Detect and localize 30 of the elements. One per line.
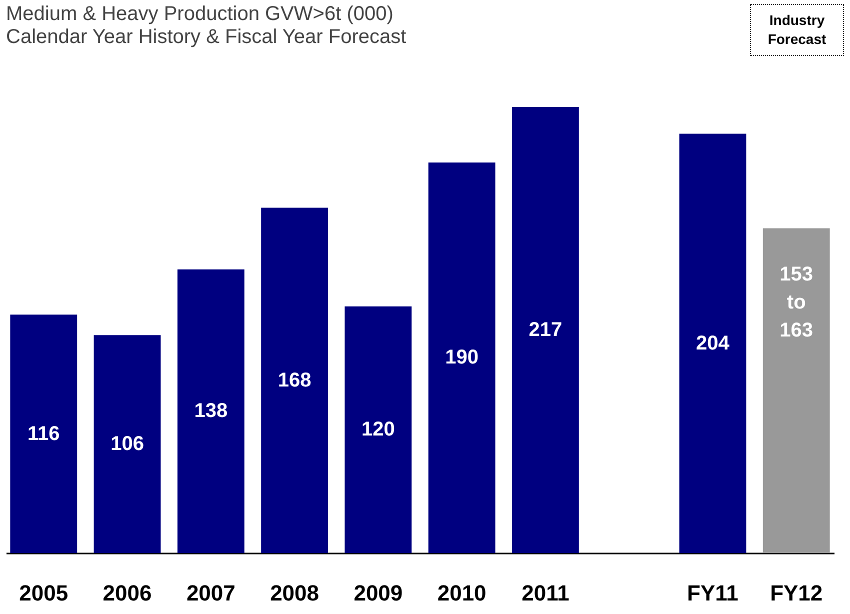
x-tick-label: 2009	[354, 580, 403, 606]
bar	[261, 208, 328, 553]
data-label: 168	[278, 369, 312, 392]
data-label: 190	[445, 346, 479, 369]
x-tick-label: FY12	[770, 580, 823, 606]
bar	[344, 306, 412, 553]
chart-title: Medium & Heavy Production GVW>6t (000)	[6, 3, 394, 25]
data-label: 204	[696, 332, 730, 354]
bar	[762, 228, 830, 553]
chart-subtitle: Calendar Year History & Fiscal Year Forecast	[6, 26, 407, 48]
data-label: 138	[194, 400, 228, 422]
data-label: 120	[361, 418, 395, 441]
x-tick-label: FY11	[687, 580, 738, 606]
bar	[679, 134, 746, 553]
data-label: 106	[110, 433, 144, 456]
bar	[177, 269, 244, 553]
bar	[94, 335, 161, 553]
data-label: 116	[28, 422, 60, 445]
x-tick-label: 2005	[19, 580, 68, 606]
x-tick-label: 2007	[186, 580, 236, 606]
x-tick-label: 2011	[522, 580, 570, 606]
x-tick-label: 2006	[102, 580, 152, 606]
bar	[10, 314, 78, 553]
data-label: 217	[528, 319, 562, 341]
x-tick-label: 2010	[437, 580, 486, 606]
annotation: 153 to 163	[780, 263, 814, 342]
x-tick-label: 2008	[270, 580, 320, 606]
bar	[512, 107, 579, 553]
text: Industry Forecast	[750, 4, 844, 56]
bar	[428, 162, 496, 553]
